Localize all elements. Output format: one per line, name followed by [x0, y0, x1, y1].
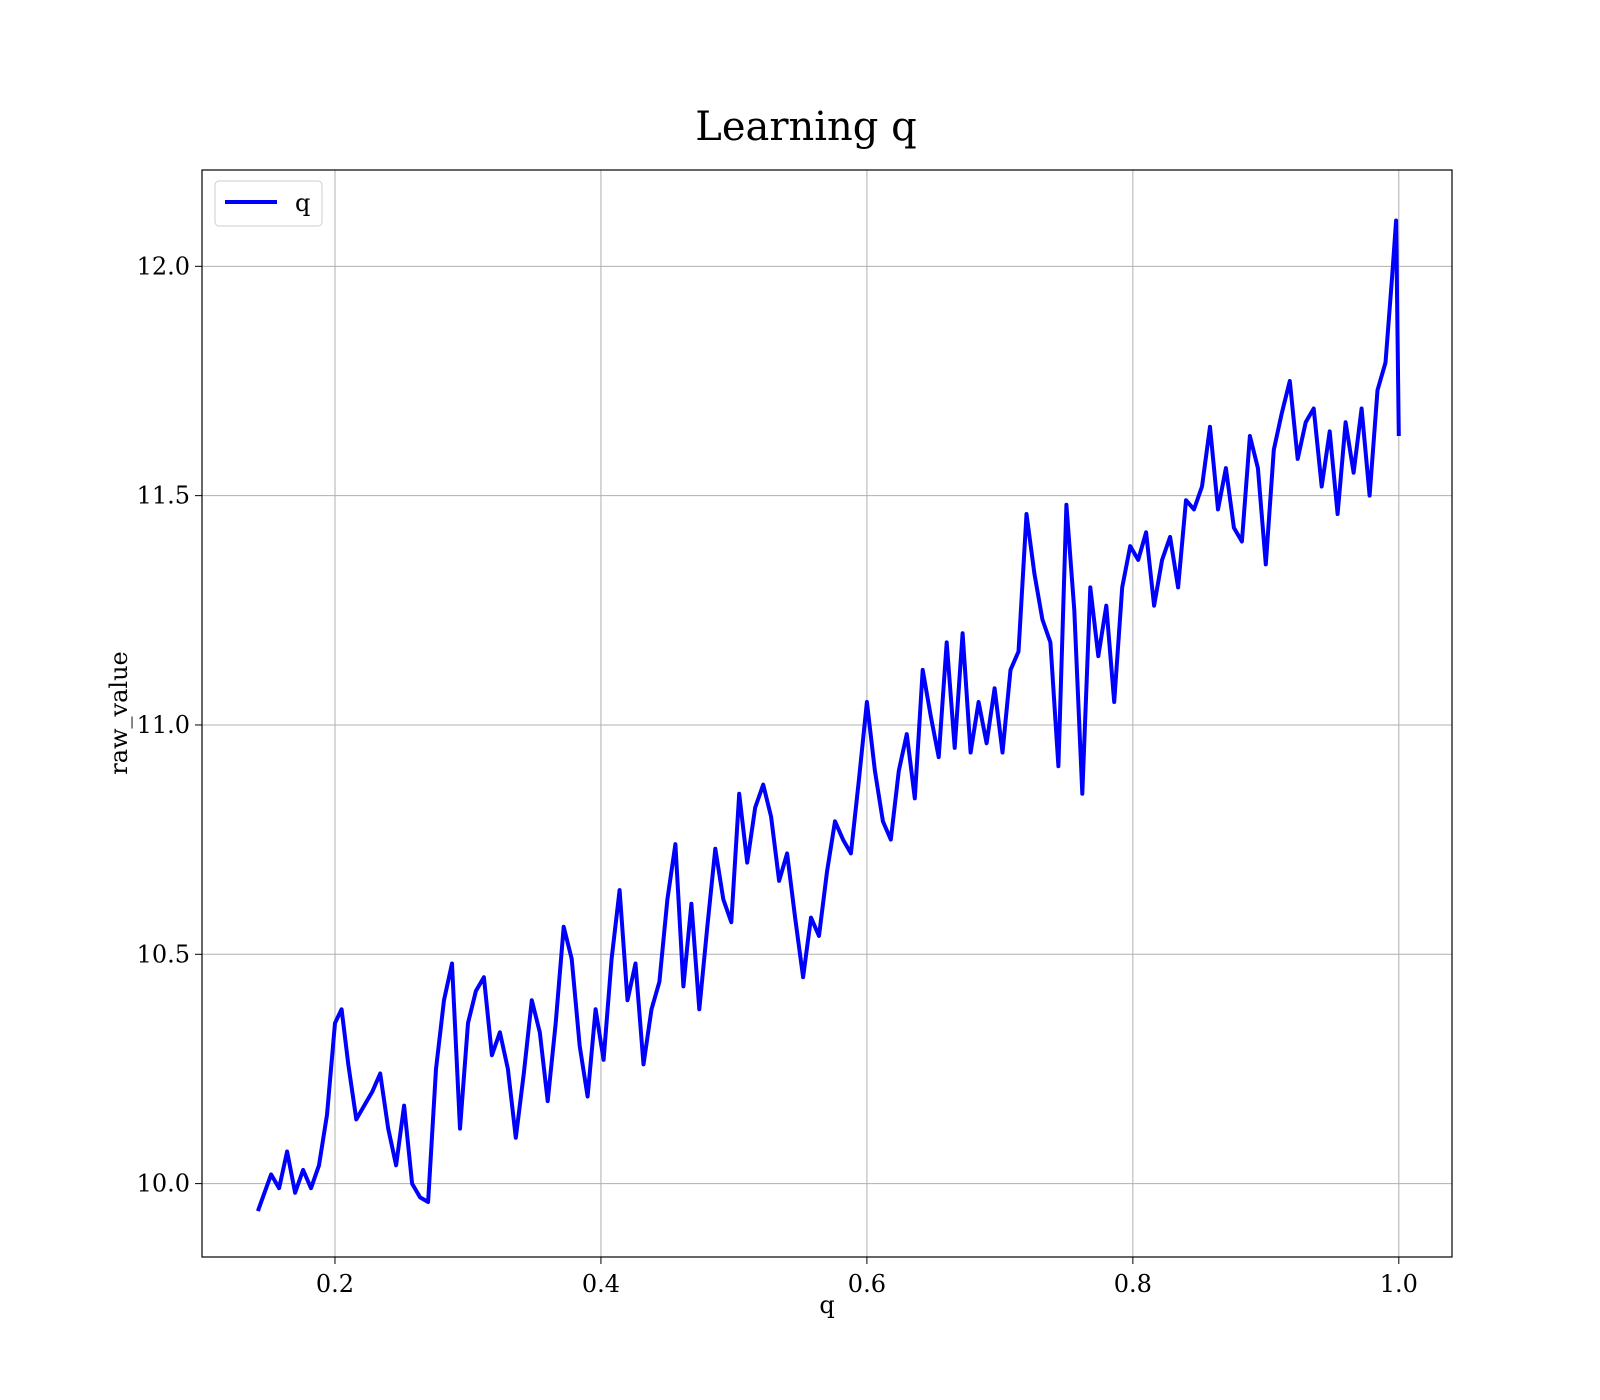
- plot-frame: [201, 169, 1453, 1258]
- x-tick-label: 0.4: [582, 1270, 620, 1298]
- x-tick-label: 1.0: [1380, 1270, 1418, 1298]
- axis-ticks: 0.2 0.4 0.6 0.8 1.0 10.0 10.5 11.0 11.5 12.0: [137, 252, 1418, 1298]
- y-axis-label: raw_value: [105, 651, 133, 775]
- y-tick-label: 11.5: [137, 482, 190, 510]
- y-tick-label: 11.0: [137, 711, 190, 739]
- y-tick-label: 10.5: [137, 940, 190, 968]
- chart-title: Learning q: [695, 104, 916, 150]
- x-tick-label: 0.6: [848, 1270, 886, 1298]
- y-tick-label: 12.0: [137, 252, 190, 280]
- series-group: [256, 218, 1401, 1212]
- x-tick-label: 0.2: [316, 1270, 354, 1298]
- y-tick-label: 10.0: [137, 1170, 190, 1198]
- series-line-q: [256, 218, 1401, 1212]
- x-tick-label: 0.8: [1114, 1270, 1152, 1298]
- x-axis-label: q: [819, 1291, 834, 1319]
- legend: q: [214, 180, 323, 227]
- legend-label-q: q: [295, 189, 310, 217]
